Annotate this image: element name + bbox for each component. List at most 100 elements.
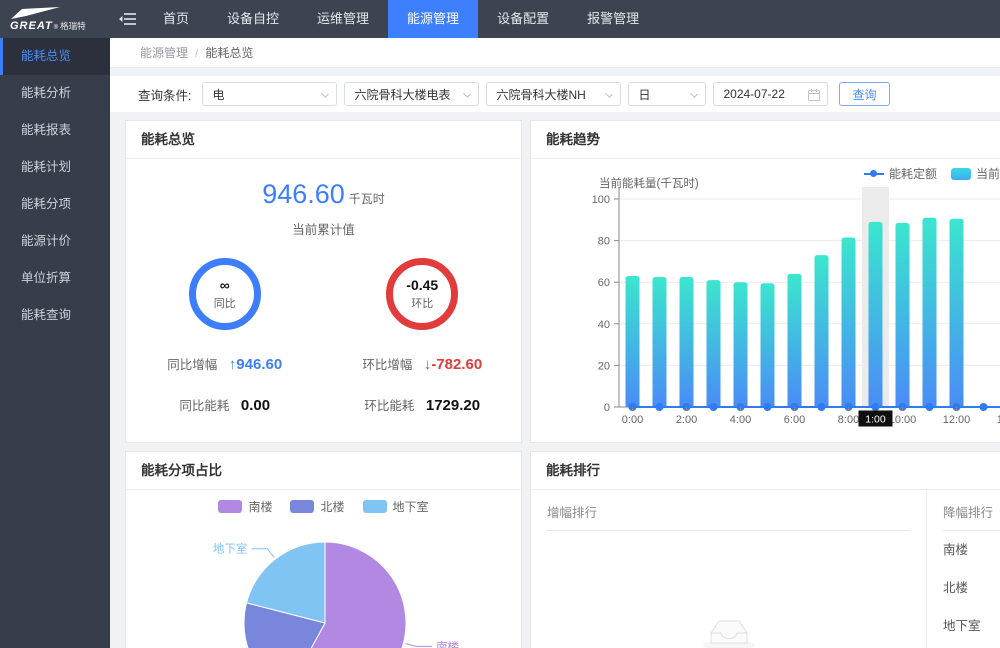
mom-ring-label: 环比 bbox=[411, 295, 433, 311]
swatch-basement bbox=[363, 500, 387, 513]
legend-quota-label: 能耗定额 bbox=[889, 165, 937, 182]
meter-select[interactable]: 六院骨科大楼电表 bbox=[344, 82, 479, 106]
energy-stats: 同比能耗 0.00 环比能耗 1729.20 bbox=[126, 395, 521, 414]
chevron-down-icon bbox=[606, 90, 614, 98]
trend-chart-svg[interactable]: 当前能耗量(千瓦时)0204060801000:002:004:006:008:… bbox=[543, 171, 1000, 429]
legend-item-current[interactable]: 当前能耗 bbox=[951, 165, 1000, 182]
total-consumption-value: 946.60 bbox=[262, 179, 345, 209]
sidebar-item-unit-conversion[interactable]: 单位折算 bbox=[0, 260, 110, 297]
panel-title: 能耗总览 bbox=[126, 121, 521, 159]
svg-text:8:00: 8:00 bbox=[838, 414, 859, 426]
energy-type-value: 电 bbox=[212, 86, 224, 103]
period-value: 日 bbox=[638, 86, 650, 103]
sidebar-item-energy-analysis[interactable]: 能耗分析 bbox=[0, 75, 110, 112]
query-conditions-label: 查询条件: bbox=[138, 85, 191, 104]
period-select[interactable]: 日 bbox=[628, 82, 706, 106]
mom-ring-value: -0.45 bbox=[406, 277, 438, 294]
sidebar-item-energy-query[interactable]: 能耗查询 bbox=[0, 297, 110, 334]
pie-legend: 南楼 北楼 地下室 bbox=[126, 498, 521, 515]
trend-legend: 能耗定额 当前能耗 bbox=[864, 165, 1000, 182]
swatch-north bbox=[290, 500, 314, 513]
legend-current-label: 当前能耗 bbox=[976, 165, 1000, 182]
nav-item-energy-management[interactable]: 能源管理 bbox=[388, 0, 478, 38]
svg-text:12:00: 12:00 bbox=[943, 414, 971, 426]
nav-item-alarm-management[interactable]: 报警管理 bbox=[568, 0, 658, 38]
sidebar-item-energy-plan[interactable]: 能耗计划 bbox=[0, 149, 110, 186]
main-content: 能源管理 / 能耗总览 查询条件: 电 六院骨科大楼电表 六院骨科大楼NH 日 bbox=[110, 38, 1000, 648]
svg-text:20: 20 bbox=[598, 360, 610, 372]
legend-item-basement[interactable]: 地下室 bbox=[363, 498, 429, 515]
date-value: 2024-07-22 bbox=[723, 87, 784, 101]
panel-energy-overview: 能耗总览 946.60 千瓦时 当前累计值 ∞ 同比 -0.45 环比 bbox=[125, 120, 522, 443]
main-nav: 首页 设备自控 运维管理 能源管理 设备配置 报警管理 bbox=[144, 0, 658, 38]
legend-south-label: 南楼 bbox=[248, 498, 272, 515]
chevron-down-icon bbox=[691, 90, 699, 98]
top-navbar: GREAT ® 格瑞特 首页 设备自控 运维管理 能源管理 设备配置 报警管理 bbox=[0, 0, 1000, 38]
legend-basement-label: 地下室 bbox=[393, 498, 429, 515]
mom-energy-label: 环比能耗 bbox=[364, 399, 414, 413]
svg-text:0:00: 0:00 bbox=[622, 414, 643, 426]
chevron-down-icon bbox=[322, 90, 330, 98]
growth-stats: 同比增幅 ↑946.60 环比增幅 ↓-782.60 bbox=[126, 354, 521, 373]
sidebar-item-energy-overview[interactable]: 能耗总览 bbox=[0, 38, 110, 75]
breadcrumb: 能源管理 / 能耗总览 bbox=[110, 38, 1000, 68]
query-button[interactable]: 查询 bbox=[839, 82, 889, 106]
svg-text:0: 0 bbox=[604, 402, 610, 414]
energy-type-select[interactable]: 电 bbox=[202, 82, 337, 106]
svg-text:80: 80 bbox=[598, 236, 610, 248]
yoy-growth: 同比增幅 ↑946.60 bbox=[126, 354, 324, 373]
app-root: GREAT ® 格瑞特 首页 设备自控 运维管理 能源管理 设备配置 报警管理 … bbox=[0, 0, 1000, 648]
chevron-down-icon bbox=[464, 90, 472, 98]
sidebar-item-energy-pricing[interactable]: 能源计价 bbox=[0, 223, 110, 260]
brand-name: GREAT bbox=[10, 21, 53, 32]
mom-growth-label: 环比增幅 bbox=[362, 358, 412, 372]
query-bar: 查询条件: 电 六院骨科大楼电表 六院骨科大楼NH 日 2024-07-22 bbox=[110, 76, 1000, 112]
legend-item-north-building[interactable]: 北楼 bbox=[290, 498, 344, 515]
total-consumption: 946.60 千瓦时 bbox=[126, 179, 521, 210]
decrease-ranking-list: 南楼 北楼 地下室 bbox=[943, 531, 1000, 645]
swatch-south bbox=[218, 500, 242, 513]
pie-chart-svg[interactable]: 南楼北楼地下室 bbox=[126, 521, 523, 648]
ranking-item-south: 南楼 bbox=[943, 531, 1000, 569]
yoy-growth-value: ↑946.60 bbox=[229, 356, 282, 373]
sidebar-collapse-icon[interactable] bbox=[110, 0, 144, 38]
mom-energy: 环比能耗 1729.20 bbox=[324, 395, 522, 414]
total-consumption-unit: 千瓦时 bbox=[349, 192, 385, 206]
increase-ranking-column: 增幅排行 暂无数据 bbox=[531, 490, 926, 648]
sidebar-item-energy-report[interactable]: 能耗报表 bbox=[0, 112, 110, 149]
brand-swoosh-icon bbox=[10, 7, 62, 20]
sidebar-item-energy-breakdown[interactable]: 能耗分项 bbox=[0, 186, 110, 223]
legend-north-label: 北楼 bbox=[320, 498, 344, 515]
svg-text:60: 60 bbox=[598, 277, 610, 289]
mom-growth-value: ↓-782.60 bbox=[424, 356, 482, 373]
yoy-growth-label: 同比增幅 bbox=[167, 358, 217, 372]
brand-logo: GREAT ® 格瑞特 bbox=[0, 0, 110, 38]
panel-energy-ranking: 能耗排行 增幅排行 暂无数据 bbox=[530, 451, 1000, 648]
mom-ring: -0.45 环比 bbox=[386, 258, 458, 330]
calendar-icon bbox=[808, 89, 820, 101]
nav-item-ops-management[interactable]: 运维管理 bbox=[298, 0, 388, 38]
legend-item-south-building[interactable]: 南楼 bbox=[218, 498, 272, 515]
svg-text:100: 100 bbox=[592, 194, 610, 206]
sidebar: 能耗总览 能耗分析 能耗报表 能耗计划 能耗分项 能源计价 单位折算 能耗查询 bbox=[0, 38, 110, 648]
brand-name-cn: 格瑞特 bbox=[60, 22, 86, 31]
panel-energy-breakdown: 能耗分项占比 南楼 北楼 地下室 bbox=[125, 451, 522, 648]
mom-growth: 环比增幅 ↓-782.60 bbox=[324, 354, 522, 373]
nav-item-device-config[interactable]: 设备配置 bbox=[478, 0, 568, 38]
building-select[interactable]: 六院骨科大楼NH bbox=[486, 82, 621, 106]
yoy-energy-value: 0.00 bbox=[241, 397, 270, 414]
date-picker[interactable]: 2024-07-22 bbox=[713, 82, 828, 106]
yoy-ring-value: ∞ bbox=[220, 277, 230, 294]
legend-item-quota[interactable]: 能耗定额 bbox=[864, 165, 937, 182]
nav-item-home[interactable]: 首页 bbox=[144, 0, 208, 38]
yoy-ring-label: 同比 bbox=[214, 295, 236, 311]
ranking-item-basement: 地下室 bbox=[943, 607, 1000, 645]
ranking-body: 增幅排行 暂无数据 降幅排行 南楼 bbox=[531, 490, 1000, 648]
nav-item-device-autocontrol[interactable]: 设备自控 bbox=[208, 0, 298, 38]
dashboard-grid: 能耗总览 946.60 千瓦时 当前累计值 ∞ 同比 -0.45 环比 bbox=[110, 112, 1000, 648]
breadcrumb-parent[interactable]: 能源管理 bbox=[140, 44, 188, 61]
total-consumption-caption: 当前累计值 bbox=[126, 219, 521, 238]
breadcrumb-current: 能耗总览 bbox=[205, 44, 253, 61]
meter-value: 六院骨科大楼电表 bbox=[354, 86, 450, 103]
yoy-ring: ∞ 同比 bbox=[189, 258, 261, 330]
